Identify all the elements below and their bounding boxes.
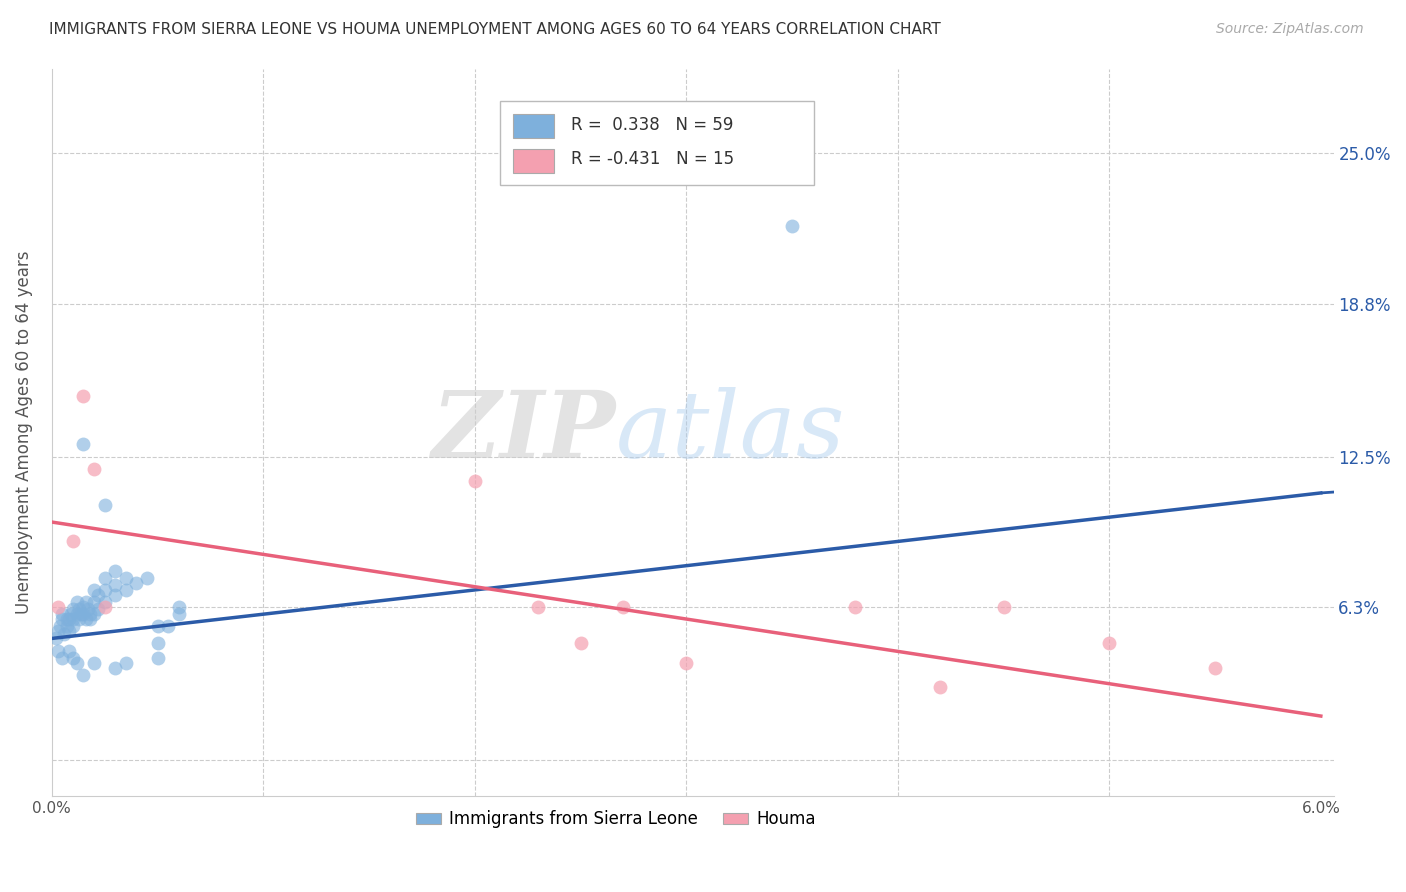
Text: IMMIGRANTS FROM SIERRA LEONE VS HOUMA UNEMPLOYMENT AMONG AGES 60 TO 64 YEARS COR: IMMIGRANTS FROM SIERRA LEONE VS HOUMA UN… [49,22,941,37]
Legend: Immigrants from Sierra Leone, Houma: Immigrants from Sierra Leone, Houma [409,804,823,835]
Point [83,595,105,609]
Point [114,582,136,597]
Point [1098,636,1121,650]
Point [62,534,84,549]
Point [93,582,115,597]
Point [67,602,90,616]
Text: atlas: atlas [616,387,845,477]
Point [93,571,115,585]
Point [58,643,80,657]
Point [79,607,101,622]
Y-axis label: Unemployment Among Ages 60 to 64 years: Unemployment Among Ages 60 to 64 years [15,251,32,614]
Point [62,651,84,665]
Point [83,461,105,475]
Point [136,571,159,585]
Point [157,619,180,633]
Point [66,607,89,622]
Point [87,588,110,602]
Text: Source: ZipAtlas.com: Source: ZipAtlas.com [1216,22,1364,37]
Point [87,602,110,616]
Point [844,599,866,614]
Point [114,571,136,585]
Point [72,599,94,614]
Point [55,612,77,626]
Point [46,643,69,657]
Point [75,595,97,609]
Point [55,619,77,633]
Point [1204,660,1226,674]
Point [72,607,94,622]
FancyBboxPatch shape [513,113,554,137]
Point [114,656,136,670]
Point [104,588,127,602]
Point [569,636,592,650]
Point [51,651,73,665]
FancyBboxPatch shape [501,102,814,185]
Point [675,656,697,670]
Point [59,607,82,622]
Point [66,595,89,609]
Point [58,624,80,639]
Point [93,599,115,614]
Point [83,582,105,597]
Point [146,636,169,650]
Point [51,612,73,626]
Point [72,668,94,682]
Point [104,564,127,578]
Point [45,632,67,646]
Point [53,626,76,640]
Point [67,612,90,626]
Point [46,599,69,614]
Point [125,575,148,590]
Text: R = -0.431   N = 15: R = -0.431 N = 15 [571,151,734,169]
Point [929,680,952,694]
Point [146,619,169,633]
Point [780,219,803,234]
Point [104,660,127,674]
Point [93,498,115,512]
Text: R =  0.338   N = 59: R = 0.338 N = 59 [571,116,734,134]
Point [146,651,169,665]
Point [527,599,550,614]
Text: ZIP: ZIP [432,387,616,477]
Point [51,607,73,622]
Point [83,656,105,670]
Point [93,595,115,609]
Point [104,578,127,592]
Point [46,624,69,639]
Point [72,437,94,451]
Point [62,612,84,626]
Point [464,474,486,488]
Point [62,619,84,633]
Point [76,602,98,616]
Point [70,607,93,622]
Point [66,656,89,670]
Point [167,607,190,622]
Point [612,599,634,614]
Point [72,389,94,403]
Point [49,619,72,633]
Point [79,612,101,626]
Point [83,607,105,622]
FancyBboxPatch shape [513,149,554,172]
Point [75,612,97,626]
Point [62,602,84,616]
Point [167,599,190,614]
Point [993,599,1015,614]
Point [58,612,80,626]
